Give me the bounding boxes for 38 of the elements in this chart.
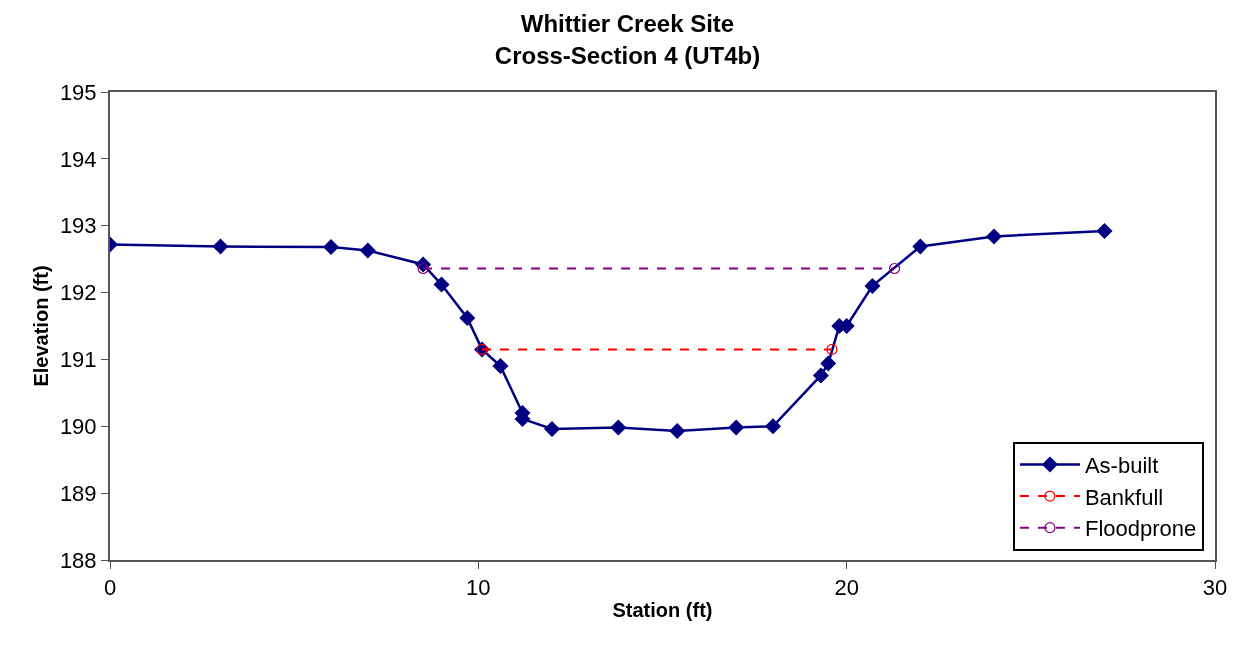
point xyxy=(212,238,229,255)
y-tick-label: 195 xyxy=(59,79,97,105)
y-tick-label: 188 xyxy=(59,547,97,573)
y-tick-label: 194 xyxy=(59,146,97,172)
x-axis-title: Station (ft) xyxy=(612,599,713,622)
point xyxy=(1096,223,1113,239)
point xyxy=(826,343,838,355)
point xyxy=(820,355,836,372)
x-tick-label: 30 xyxy=(1202,575,1228,601)
point xyxy=(610,419,627,436)
point xyxy=(360,242,376,259)
legend-label: Bankfull xyxy=(1084,484,1164,510)
point xyxy=(323,239,339,255)
point xyxy=(813,367,829,384)
y-tick-label: 192 xyxy=(59,280,97,306)
y-tick-label: 190 xyxy=(59,413,97,439)
y-tick-label: 191 xyxy=(59,347,97,373)
legend-label: Floodprone xyxy=(1084,516,1197,542)
y-axis-title: Elevation (ft) xyxy=(29,265,52,387)
x-tick-label: 0 xyxy=(103,575,117,601)
y-tick-label: 189 xyxy=(59,480,97,506)
point xyxy=(492,358,509,374)
y-tick-label: 193 xyxy=(59,213,97,239)
point xyxy=(669,423,685,439)
point xyxy=(986,228,1002,245)
x-tick-label: 10 xyxy=(466,575,491,601)
legend-label: As-built xyxy=(1084,453,1159,479)
point xyxy=(433,276,450,293)
point xyxy=(459,310,476,326)
point xyxy=(544,421,560,437)
x-tick-label: 20 xyxy=(834,575,859,601)
point xyxy=(417,262,429,275)
point xyxy=(888,262,901,275)
point xyxy=(728,419,744,436)
point xyxy=(765,418,781,435)
point xyxy=(912,238,929,255)
point xyxy=(864,278,881,294)
chart-title: Whittier Creek Site Cross-Section 4 (UT4b) xyxy=(494,10,761,69)
